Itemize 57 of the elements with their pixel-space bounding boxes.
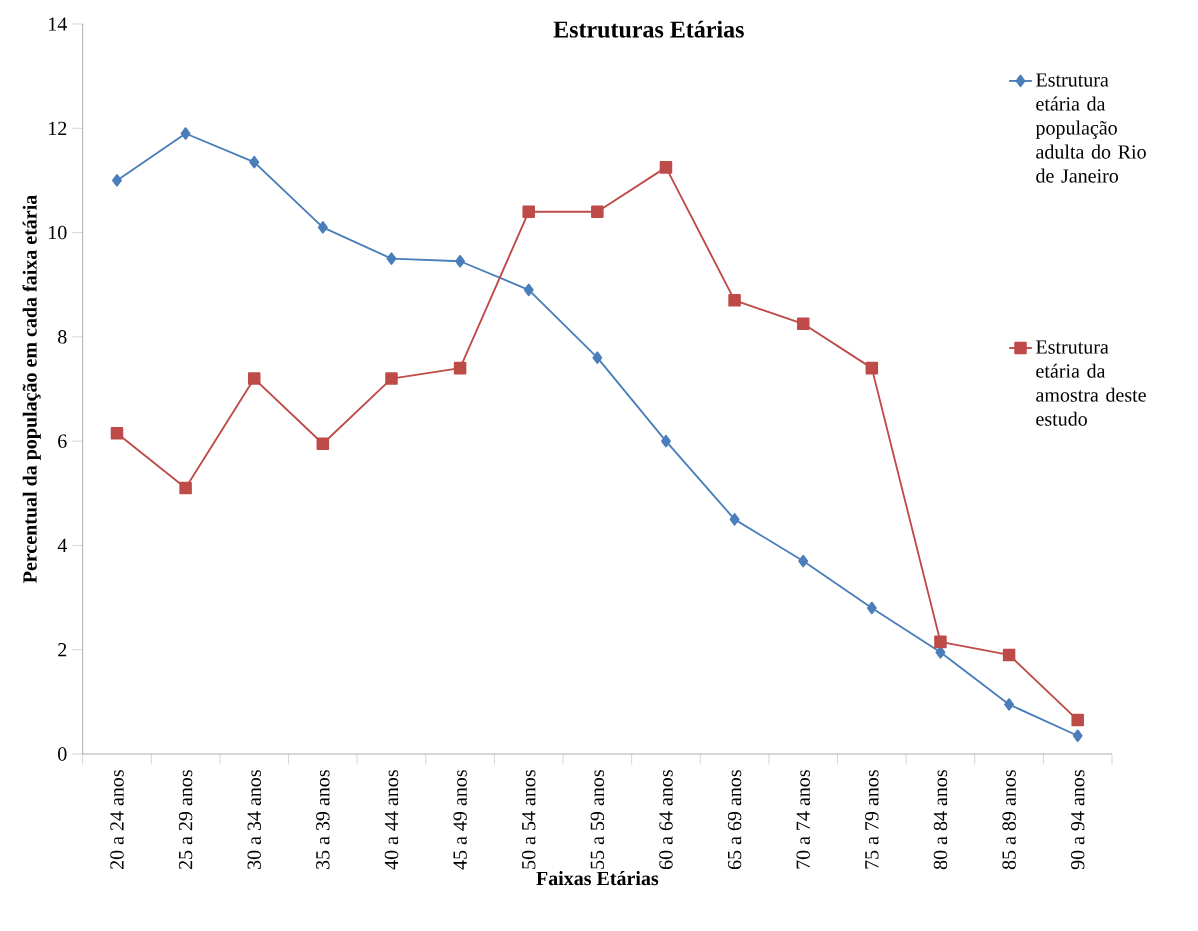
point [179, 481, 192, 495]
point [1002, 648, 1016, 662]
x-tick-label: 30 a 34 anos [247, 770, 261, 869]
point [728, 294, 741, 307]
x-tick-label: 85 a 89 anos [1002, 770, 1016, 870]
x-tick-label: 35 a 39 anos [316, 770, 330, 869]
point [249, 155, 260, 169]
point [866, 601, 877, 615]
x-tick-label: 20 a 24 anos [110, 770, 124, 870]
point [1072, 729, 1083, 743]
point [522, 205, 535, 218]
y-tick-label: 6 [58, 434, 67, 448]
point [659, 161, 673, 174]
point [591, 205, 604, 218]
y-tick-label: 4 [57, 538, 67, 553]
legend-label: Estrutura etária da amostra deste estudo [1036, 340, 1146, 426]
point [729, 513, 740, 526]
point [865, 361, 879, 375]
y-tick-label: 12 [49, 121, 67, 135]
point [453, 361, 467, 375]
point [180, 127, 191, 140]
y-tick-label: 14 [49, 17, 67, 31]
point [386, 252, 397, 265]
point [934, 635, 947, 649]
point [523, 283, 534, 297]
x-tick-label: 25 a 29 anos [178, 770, 193, 870]
x-tick-label: 70 a 74 anos [796, 770, 810, 869]
point [385, 372, 398, 385]
y-tick-label: 10 [49, 225, 67, 240]
x-axis-title: Faixas Etárias [536, 871, 659, 886]
x-tick-label: 50 a 54 anos [521, 770, 536, 869]
y-tick-label: 0 [58, 747, 67, 761]
point [1004, 698, 1015, 711]
y-axis-title: Percentual da população em cada faixa etária [22, 195, 41, 583]
point [110, 427, 124, 440]
point [798, 554, 809, 568]
x-tick-label: 65 a 69 anos [727, 770, 742, 870]
x-tick-label: 75 a 79 anos [865, 770, 879, 869]
x-tick-label: 80 a 84 anos [933, 770, 948, 870]
x-tick-label: 45 a 49 anos [453, 770, 467, 870]
legend-label: Estrutura etária da população adulta do Rio de Janeiro [1035, 73, 1146, 183]
chart-title: Estruturas Etárias [553, 20, 744, 38]
x-tick-label: 90 a 94 anos [1070, 770, 1085, 870]
point [592, 351, 603, 364]
point [316, 437, 330, 451]
point [112, 174, 122, 187]
point [1071, 713, 1084, 727]
point [661, 434, 671, 448]
point [247, 372, 261, 385]
x-tick-label: 55 a 59 anos [590, 770, 605, 869]
point [317, 221, 328, 234]
x-tick-label: 40 a 44 anos [384, 770, 399, 870]
point [455, 254, 466, 268]
point [796, 317, 810, 331]
y-tick-label: 8 [58, 330, 67, 344]
x-tick-label: 60 a 64 anos [659, 770, 673, 870]
y-tick-label: 2 [58, 643, 67, 657]
